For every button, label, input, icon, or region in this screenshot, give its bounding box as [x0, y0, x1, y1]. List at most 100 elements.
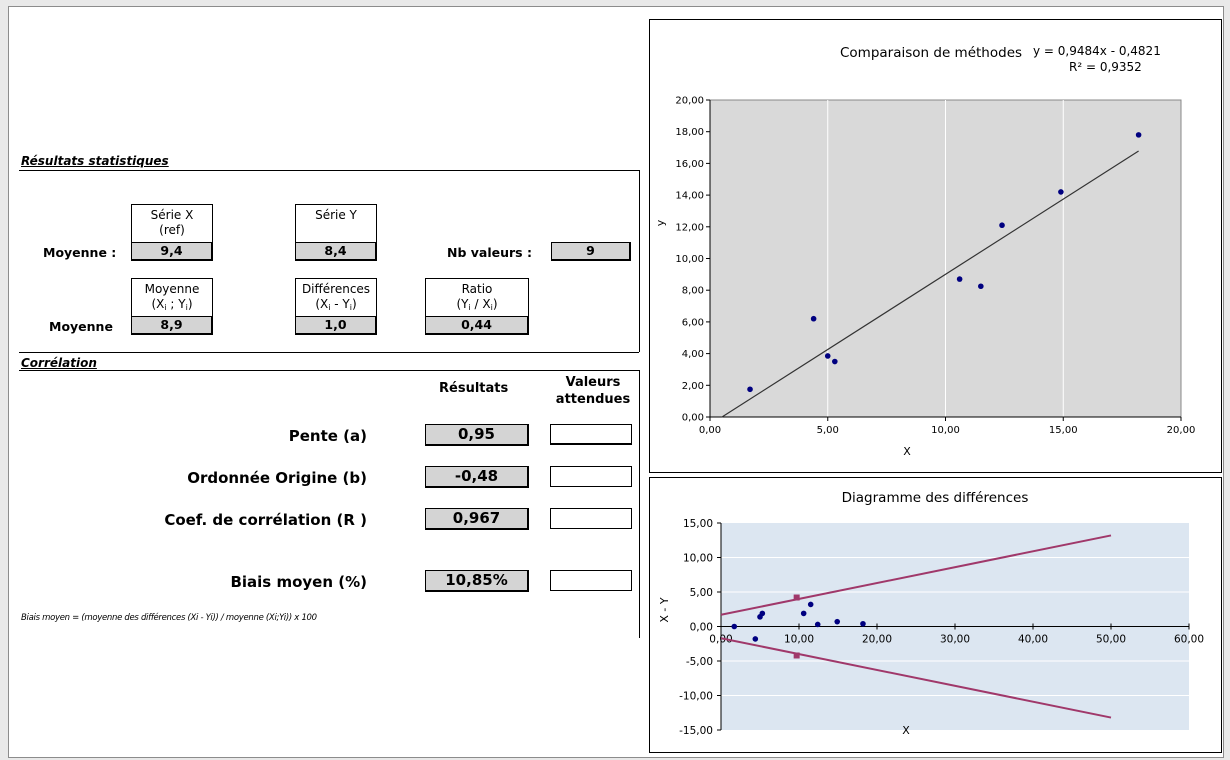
stats-top-border	[19, 170, 639, 171]
biais-expected-input[interactable]	[550, 570, 632, 591]
ratio-header: Ratio (Yi / Xi)	[425, 278, 529, 316]
ratio-header-line2: (Yi / Xi)	[456, 297, 498, 312]
differences-chart-title: Diagramme des différences	[842, 490, 1029, 506]
moyenne-y-value[interactable]: 8,4	[295, 242, 377, 261]
correlation-right-border	[639, 370, 640, 638]
limit-marker	[793, 594, 800, 601]
differences-data-point	[759, 610, 766, 617]
differences-x-tick-label: 40,00	[1018, 634, 1048, 646]
moyenne-label-2: Moyenne	[49, 319, 113, 334]
differences-header-line1: Différences	[301, 282, 371, 296]
comparison-data-point	[832, 358, 838, 365]
stats-right-border	[639, 170, 640, 352]
upper-limit-line	[720, 534, 1112, 616]
col-valeurs-attendues-header: Valeurs attendues	[548, 374, 638, 408]
serie-x-header-line1: Série X	[150, 208, 194, 222]
moyenne-xy-header-line2: (Xi ; Yi)	[151, 297, 193, 312]
comparison-chart[interactable]: 0,00 5,00 10,00 15,00 20,00 0,00 2,00 4,00 6,00…	[649, 19, 1222, 473]
pente-label: Pente (a)	[288, 427, 367, 445]
comparison-x-tick-label: 0,00	[699, 425, 721, 436]
col-valeurs-line2: attendues	[555, 392, 631, 407]
pente-expected-input[interactable]	[550, 424, 632, 445]
comparison-chart-svg: 0,00 5,00 10,00 15,00 20,00 0,00 2,00 4,00 6,00…	[654, 44, 1196, 458]
coef-expected-input[interactable]	[550, 508, 632, 529]
comparison-y-tick-label: 16,00	[675, 159, 704, 170]
comparison-y-tick-label: 18,00	[675, 127, 704, 138]
differences-y-tick-label: -10,00	[679, 691, 713, 703]
differences-data-point	[800, 610, 807, 617]
serie-x-header-line2: (ref)	[159, 223, 185, 237]
biais-value[interactable]: 10,85%	[425, 570, 529, 592]
comparison-y-tick-label: 14,00	[675, 191, 704, 202]
differences-data-point	[834, 618, 841, 625]
differences-chart[interactable]: 0,00 10,00 20,00 30,00 40,00 50,00 60,00 -15,0…	[649, 477, 1222, 753]
serie-y-header: Série Y	[295, 204, 377, 242]
differences-chart-svg: 0,00 10,00 20,00 30,00 40,00 50,00 60,00 -15,0…	[658, 490, 1204, 737]
differences-x-tick-label: 20,00	[862, 634, 892, 646]
comparison-x-tick-label: 15,00	[1049, 425, 1078, 436]
comparison-trendline	[721, 150, 1139, 418]
differences-x-axis-label: X	[902, 724, 910, 737]
comparison-data-point	[747, 386, 753, 393]
differences-y-tick-label: 10,00	[683, 553, 713, 565]
ordonnee-value[interactable]: -0,48	[425, 466, 529, 488]
comparison-x-tick-label: 10,00	[931, 425, 960, 436]
comparison-equation: y = 0,9484x - 0,4821	[1033, 44, 1161, 58]
moyenne-x-value[interactable]: 9,4	[131, 242, 213, 261]
col-valeurs-line1: Valeurs	[565, 375, 621, 390]
coef-label: Coef. de corrélation (R )	[164, 511, 367, 529]
differences-data-point	[814, 621, 821, 628]
differences-y-tick-label: -15,00	[679, 725, 713, 737]
differences-x-tick-label: 0,00	[709, 634, 732, 646]
comparison-data-point	[956, 276, 963, 282]
comparison-x-tick-label: 20,00	[1167, 425, 1196, 436]
spreadsheet-sheet: Résultats statistiques Série X (ref) Sér…	[8, 6, 1224, 758]
nb-valeurs-value[interactable]: 9	[551, 242, 631, 261]
comparison-data-point	[810, 315, 817, 322]
differences-x-tick-label: 10,00	[784, 634, 814, 646]
ordonnee-expected-input[interactable]	[550, 466, 632, 487]
lower-limit-line	[720, 637, 1112, 719]
comparison-y-tick-label: 20,00	[675, 96, 704, 107]
differences-data-point	[860, 620, 866, 627]
differences-y-tick-label: 15,00	[683, 518, 713, 530]
serie-x-header: Série X (ref)	[131, 204, 213, 242]
limit-marker	[793, 652, 800, 659]
comparison-y-tick-label: 2,00	[682, 381, 704, 392]
nb-valeurs-label: Nb valeurs :	[447, 245, 532, 260]
correlation-top-border	[19, 370, 639, 371]
comparison-y-tick-label: 12,00	[675, 222, 704, 233]
differences-y-tick-label: 5,00	[690, 587, 713, 599]
differences-header: Différences (Xi - Yi)	[295, 278, 377, 316]
comparison-y-tick-label: 6,00	[682, 317, 704, 328]
differences-x-tick-label: 50,00	[1096, 634, 1126, 646]
comparison-data-point	[1058, 189, 1064, 195]
moyenne-label: Moyenne :	[43, 245, 117, 260]
comparison-y-tick-label: 10,00	[675, 254, 704, 265]
comparison-chart-title: Comparaison de méthodes	[840, 45, 1022, 61]
differences-value[interactable]: 1,0	[295, 316, 377, 335]
col-resultats-header: Résultats	[439, 381, 509, 396]
differences-y-axis-label: X - Y	[658, 597, 671, 622]
differences-data-point	[752, 636, 759, 642]
ordonnee-label: Ordonnée Origine (b)	[187, 469, 367, 487]
serie-y-header-label: Série Y	[315, 208, 357, 222]
differences-data-point	[807, 601, 814, 608]
differences-x-tick-label: 30,00	[940, 634, 970, 646]
stats-bottom-border	[19, 352, 639, 353]
comparison-data-point	[978, 283, 984, 290]
comparison-y-tick-label: 0,00	[682, 413, 704, 424]
comparison-x-tick-label: 5,00	[817, 425, 839, 436]
moyenne-xy-header: Moyenne (Xi ; Yi)	[131, 278, 213, 316]
pente-value[interactable]: 0,95	[425, 424, 529, 446]
comparison-y-axis-label: y	[654, 219, 667, 226]
moyenne-xy-value[interactable]: 8,9	[131, 316, 213, 335]
biais-label: Biais moyen (%)	[230, 573, 367, 591]
stats-section-title: Résultats statistiques	[21, 154, 169, 168]
coef-value[interactable]: 0,967	[425, 508, 529, 530]
differences-data-point	[731, 623, 738, 630]
ratio-value[interactable]: 0,44	[425, 316, 529, 335]
comparison-y-tick-label: 8,00	[682, 286, 704, 297]
differences-header-line2: (Xi - Yi)	[315, 297, 357, 312]
differences-x-tick-label: 60,00	[1174, 634, 1204, 646]
